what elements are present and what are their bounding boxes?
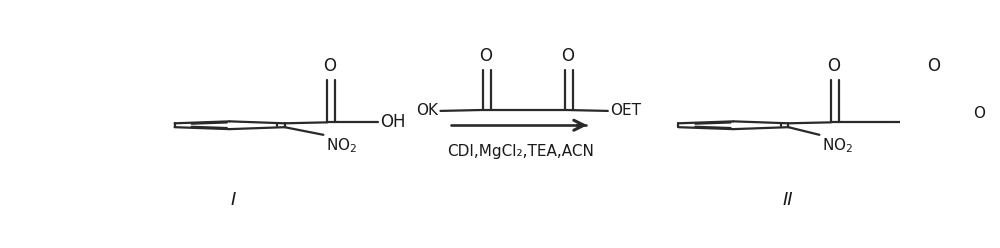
Text: O: O [561,47,574,65]
Text: CDI,MgCl₂,TEA,ACN: CDI,MgCl₂,TEA,ACN [447,144,594,159]
Text: O: O [323,57,336,75]
Text: II: II [782,191,793,209]
Text: NO$_2$: NO$_2$ [326,136,357,155]
Text: OK: OK [416,103,438,118]
Text: O: O [928,57,941,75]
Text: O: O [973,106,985,121]
Text: O: O [827,57,840,75]
Text: OET: OET [610,103,641,118]
Text: I: I [231,191,236,209]
Text: OH: OH [380,113,405,131]
Text: O: O [479,47,492,65]
Text: NO$_2$: NO$_2$ [822,136,853,155]
